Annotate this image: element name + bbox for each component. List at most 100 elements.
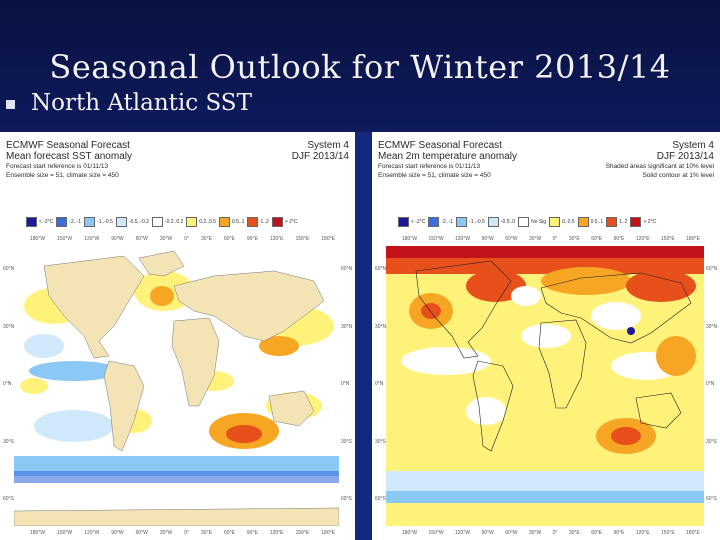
continents	[14, 250, 339, 526]
longitude-label: 60°W	[135, 236, 148, 242]
latitude-label: 30°S	[375, 438, 386, 445]
longitude-label: 180°W	[30, 236, 46, 242]
forecast-start: Forecast start reference is 01/11/13	[378, 163, 481, 170]
longitude-label: 30°E	[201, 530, 212, 536]
longitude-label: 60°W	[505, 530, 518, 536]
longitude-label: 120°W	[84, 236, 100, 242]
legend-swatch	[186, 217, 198, 227]
legend-item: -2..-1	[428, 216, 453, 228]
legend-item: < -2°C	[398, 216, 425, 228]
legend-swatch	[271, 217, 283, 227]
panel-divider	[355, 132, 372, 540]
legend-swatch	[549, 217, 561, 227]
longitude-label: 0°	[552, 530, 558, 536]
significance-note: Shaded areas significant at 10% level	[605, 163, 714, 170]
longitude-label: 150°E	[661, 530, 675, 536]
legend-item: < -2°C	[26, 216, 53, 228]
longitude-label: 90°E	[246, 530, 258, 536]
latitude-label: 60°N	[341, 266, 353, 272]
legend-item: -1..-0.5	[84, 216, 113, 228]
legend-swatch	[84, 217, 96, 227]
forecast-start: Forecast start reference is 01/11/13	[6, 163, 109, 170]
longitude-label: 120°W	[455, 236, 471, 242]
legend-item: -1..-0.5	[456, 216, 485, 228]
longitude-label: 60°W	[505, 236, 518, 242]
longitude-label: 180°E	[321, 530, 335, 536]
longitude-label: 180°E	[686, 530, 700, 536]
longitude-label: 60°E	[591, 236, 603, 242]
legend-swatch	[630, 217, 642, 227]
legend-item: -0.5..0	[487, 216, 516, 228]
longitude-label: 90°W	[481, 236, 494, 242]
longitude-label: 120°E	[269, 236, 284, 242]
slide-title: Seasonal Outlook for Winter 2013/14	[49, 48, 671, 86]
legend-label: 1..2	[260, 219, 269, 225]
latitude-label: 60°N	[375, 266, 387, 272]
longitude-label: 150°W	[428, 530, 444, 536]
forecast-variable: Mean forecast SST anomaly	[6, 151, 132, 162]
longitude-label: 150°W	[428, 236, 444, 242]
longitude-label: 150°E	[295, 530, 310, 536]
longitude-label: 90°W	[111, 236, 124, 242]
legend-label: -0.5..0	[500, 219, 516, 225]
latitude-label: 60°S	[706, 496, 717, 502]
latitude-label: 60°S	[375, 496, 386, 502]
legend-swatch	[487, 217, 499, 227]
ensemble-size: Ensemble size = 51, climate size = 450	[6, 172, 119, 179]
longitude-label: 120°E	[269, 530, 284, 536]
legend-swatch	[428, 217, 440, 227]
longitude-label: 120°W	[455, 530, 471, 536]
t2m-anomaly-map-panel: ECMWF Seasonal Forecast Mean 2m temperat…	[372, 132, 720, 540]
longitude-label: 0°	[184, 236, 189, 242]
longitude-label: 0°	[184, 530, 189, 536]
latitude-label: 0°N	[341, 381, 350, 387]
legend-label: 0.2..0.5	[199, 219, 216, 225]
legend-swatch	[456, 217, 468, 227]
legend-swatch	[218, 217, 230, 227]
t2m-anomaly-world-map	[386, 246, 704, 526]
legend-swatch	[26, 217, 37, 227]
longitude-label: 180°W	[402, 236, 418, 242]
latitude-label: 60°S	[3, 496, 14, 502]
latitude-label: 30°N	[3, 323, 15, 330]
legend-label: > 2°C	[284, 219, 298, 225]
legend-item: -2..-1	[56, 216, 81, 228]
sst-anomaly-world-map	[14, 246, 339, 526]
longitude-label: 30°W	[159, 236, 173, 242]
longitude-label: 90°E	[613, 530, 625, 536]
longitude-label: 30°W	[528, 236, 542, 242]
sst-anomaly-map-panel: ECMWF Seasonal Forecast Mean forecast SS…	[0, 132, 355, 540]
period-label: DJF 2013/14	[291, 151, 349, 162]
latitude-labels-right: 60°N 30°N 0°N 30°S 60°S	[706, 246, 718, 526]
legend-item: > 2°C	[630, 216, 656, 228]
longitude-label: 120°E	[635, 530, 650, 536]
latitude-labels-left: 60°N 30°N 0°N 30°S 60°S	[3, 246, 15, 526]
legend-swatch	[606, 217, 618, 227]
latitude-label: 30°N	[375, 323, 387, 330]
legend-label: -2..-1	[441, 219, 454, 225]
longitude-labels-bottom: 180°W 150°W 120°W 90°W 60°W 30°W 0° 30°E 60°E 90°…	[402, 530, 700, 538]
legend-label: < -2°C	[411, 219, 426, 225]
longitude-label: 30°W	[528, 530, 542, 536]
latitude-label: 60°S	[341, 496, 352, 502]
period-label: DJF 2013/14	[656, 151, 714, 162]
map-header: ECMWF Seasonal Forecast Mean 2m temperat…	[378, 140, 714, 200]
ensemble-size: Ensemble size = 51, climate size = 450	[378, 172, 491, 179]
legend-item: -0.5..-0.2	[115, 216, 149, 228]
longitude-label: 90°E	[613, 236, 625, 242]
legend-item: -0.2..0.2	[151, 216, 183, 228]
longitude-label: 90°W	[111, 530, 124, 536]
longitude-label: 60°W	[135, 530, 148, 536]
legend-label: 1..2	[619, 219, 628, 225]
longitude-label: 30°E	[201, 236, 212, 242]
bullet-item: North Atlantic SST	[6, 90, 252, 116]
bullet-text: North Atlantic SST	[31, 90, 252, 116]
color-legend: < -2°C -2..-1 -1..-0.5 -0.5..-0.2 -0.2..0.2 0…	[26, 216, 341, 228]
legend-label: No Sig	[531, 219, 547, 225]
legend-label: -1..-0.5	[97, 219, 113, 225]
longitude-label: 0°	[552, 236, 558, 242]
longitude-label: 60°E	[591, 530, 603, 536]
longitude-labels-top: 180°W 150°W 120°W 90°W 60°W 30°W 0° 30°E 60°E 90°…	[402, 236, 700, 244]
latitude-labels-left: 60°N 30°N 0°N 30°S 60°S	[375, 246, 387, 526]
legend-item: 0.5..1	[218, 216, 244, 228]
